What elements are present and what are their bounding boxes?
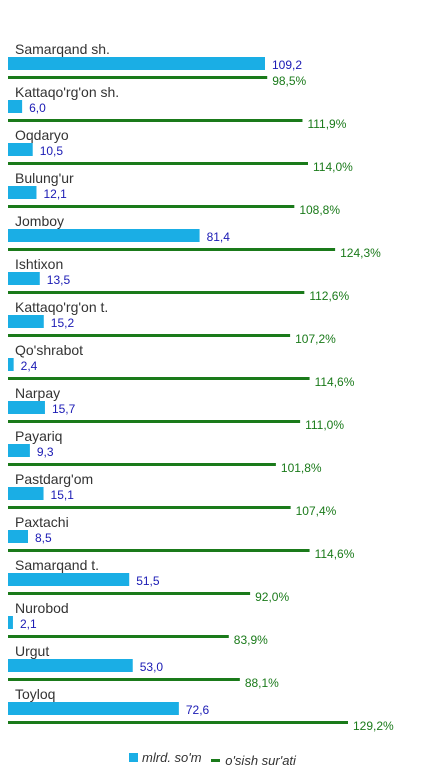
growth-line-15: [8, 678, 240, 681]
growth-value-label-6: 112,6%: [309, 289, 349, 303]
bar-15: [8, 659, 133, 672]
growth-line-2: [8, 119, 303, 122]
bar-value-label-16: 72,6: [186, 703, 210, 717]
bar-value-label-6: 13,5: [47, 273, 71, 287]
category-label-9: Narpay: [15, 385, 60, 401]
growth-line-8: [8, 377, 310, 380]
growth-line-10: [8, 463, 276, 466]
category-label-7: Kattaqo'rg'on t.: [15, 299, 108, 315]
category-label-1: Samarqand sh.: [15, 41, 110, 57]
bar-6: [8, 272, 40, 285]
growth-value-label-7: 107,2%: [295, 332, 336, 346]
bar-value-label-7: 15,2: [51, 316, 75, 330]
growth-line-6: [8, 291, 305, 294]
bar-value-label-11: 15,1: [51, 488, 75, 502]
growth-value-label-13: 92,0%: [255, 590, 289, 604]
category-label-15: Urgut: [15, 643, 49, 659]
bar-value-label-14: 2,1: [20, 617, 37, 631]
growth-line-14: [8, 635, 229, 638]
growth-value-label-9: 111,0%: [305, 418, 344, 432]
legend-item-bar-series: mlrd. so'm: [129, 750, 202, 765]
bar-1: [8, 57, 265, 70]
growth-value-label-15: 88,1%: [245, 676, 279, 690]
category-label-2: Kattaqo'rg'on sh.: [15, 84, 119, 100]
bar-value-label-8: 2,4: [21, 359, 38, 373]
bar-14: [8, 616, 13, 629]
bar-5: [8, 229, 200, 242]
legend-label-bar-series: mlrd. so'm: [142, 750, 202, 765]
bar-7: [8, 315, 44, 328]
legend-label-line-series: o'sish sur'ati: [225, 753, 296, 768]
growth-line-9: [8, 420, 301, 423]
bar-4: [8, 186, 37, 199]
growth-line-4: [8, 205, 295, 208]
growth-line-7: [8, 334, 291, 337]
growth-line-11: [8, 506, 291, 509]
growth-value-label-3: 114,0%: [313, 160, 353, 174]
bar-16: [8, 702, 179, 715]
bar-value-label-13: 51,5: [136, 574, 160, 588]
growth-value-label-16: 129,2%: [353, 719, 394, 733]
category-label-6: Ishtixon: [15, 256, 63, 272]
category-label-16: Toyloq: [15, 686, 55, 702]
growth-value-label-14: 83,9%: [234, 633, 268, 647]
legend-swatch-line: [211, 759, 221, 762]
legend-item-line-series: o'sish sur'ati: [211, 753, 296, 768]
category-label-12: Paxtachi: [15, 514, 69, 530]
bar-11: [8, 487, 44, 500]
bar-value-label-10: 9,3: [37, 445, 54, 459]
growth-line-3: [8, 162, 308, 165]
bar-12: [8, 530, 29, 543]
bar-9: [8, 401, 45, 414]
bar-value-label-2: 6,0: [29, 101, 46, 115]
category-label-11: Pastdarg'om: [15, 471, 93, 487]
bar-value-label-5: 81,4: [207, 230, 231, 244]
bar-2: [8, 100, 23, 113]
bar-3: [8, 143, 33, 156]
chart: Samarqand sh. 109,2 98,5% Kattaqo'rg'on sh.…: [8, 41, 394, 733]
bar-value-label-9: 15,7: [52, 402, 76, 416]
growth-value-label-4: 108,8%: [299, 203, 340, 217]
category-label-13: Samarqand t.: [15, 557, 99, 573]
bar-13: [8, 573, 130, 586]
growth-line-13: [8, 592, 251, 595]
bar-value-label-3: 10,5: [40, 144, 64, 158]
category-label-10: Payariq: [15, 428, 62, 444]
category-label-4: Bulung'ur: [15, 170, 74, 186]
growth-value-label-12: 114,6%: [315, 547, 355, 561]
bar-10: [8, 444, 30, 457]
growth-value-label-1: 98,5%: [272, 74, 306, 88]
category-label-3: Oqdaryo: [15, 127, 69, 143]
bar-value-label-4: 12,1: [43, 187, 67, 201]
bar-value-label-12: 8,5: [35, 531, 52, 545]
growth-line-5: [8, 248, 336, 251]
growth-value-label-2: 111,9%: [307, 117, 346, 131]
bar-value-label-15: 53,0: [140, 660, 164, 674]
growth-value-label-8: 114,6%: [315, 375, 355, 389]
category-label-14: Nurobod: [15, 600, 69, 616]
growth-value-label-5: 124,3%: [340, 246, 381, 260]
bar-8: [8, 358, 14, 371]
growth-value-label-10: 101,8%: [281, 461, 322, 475]
growth-line-12: [8, 549, 310, 552]
bar-value-label-1: 109,2: [272, 58, 302, 72]
growth-line-16: [8, 721, 348, 724]
growth-value-label-11: 107,4%: [296, 504, 337, 518]
category-label-8: Qo'shrabot: [15, 342, 83, 358]
legend: mlrd. so'm o'sish sur'ati: [0, 750, 425, 768]
category-label-5: Jomboy: [15, 213, 64, 229]
legend-swatch-bar: [129, 753, 139, 762]
growth-line-1: [8, 76, 268, 79]
